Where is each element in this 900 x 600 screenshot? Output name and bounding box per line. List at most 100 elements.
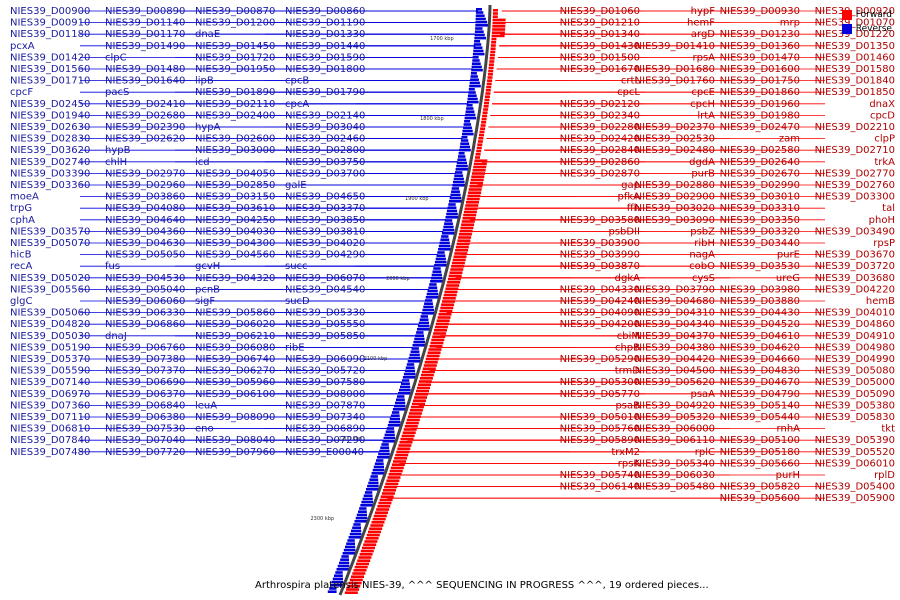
forward-gene-block <box>471 175 485 178</box>
reverse-gene-block <box>408 356 421 360</box>
reverse-gene-block <box>436 254 446 257</box>
reverse-gene-block <box>382 440 396 443</box>
scale-label: 2000 kbp <box>386 276 410 282</box>
forward-gene-block <box>371 521 385 524</box>
reverse-gene-label: NIES39_D01490 <box>105 41 185 52</box>
reverse-gene-label: gcvH <box>195 261 220 272</box>
reverse-gene-block <box>411 347 419 350</box>
forward-gene-block <box>490 47 496 50</box>
reverse-gene-label: NIES39_D03150 <box>195 192 275 203</box>
forward-gene-label: NIES39_D05480 <box>635 482 715 493</box>
forward-gene-label: tkt <box>881 424 895 435</box>
reverse-gene-block <box>393 404 406 408</box>
forward-gene-block <box>353 569 367 572</box>
forward-gene-block <box>368 530 381 534</box>
reverse-gene-block <box>430 276 443 280</box>
forward-gene-label: NIES39_D01350 <box>815 41 895 52</box>
reverse-gene-block <box>437 251 445 254</box>
reverse-gene-block <box>472 56 479 59</box>
reverse-gene-label: NIES39_D05560 <box>10 284 90 295</box>
forward-gene-block <box>407 415 421 418</box>
reverse-gene-block <box>401 379 410 382</box>
forward-gene-block <box>463 210 477 214</box>
forward-gene-block <box>394 457 408 460</box>
forward-gene-label: NIES39_D02870 <box>560 168 640 179</box>
reverse-gene-block <box>462 132 474 136</box>
reverse-gene-block <box>474 30 484 33</box>
reverse-gene-label: NIES39_D03610 <box>195 203 275 214</box>
reverse-gene-label: NIES39_D01480 <box>105 64 185 75</box>
forward-gene-label: rpsK <box>618 458 641 469</box>
reverse-gene-label: NIES39_D01180 <box>10 29 90 40</box>
forward-gene-label: NIES39_D05770 <box>560 389 640 400</box>
reverse-gene-block <box>403 372 416 376</box>
reverse-gene-block <box>463 126 472 129</box>
reverse-gene-label: hypA <box>195 122 221 133</box>
reverse-gene-block <box>390 414 400 417</box>
reverse-gene-block <box>352 526 361 529</box>
forward-gene-label: NIES39_D05320 <box>635 412 715 423</box>
reverse-gene-label: NIES39_D05960 <box>195 377 275 388</box>
forward-gene-block <box>366 533 380 537</box>
reverse-gene-label: NIES39_D07360 <box>10 400 90 411</box>
forward-gene-block <box>476 146 482 150</box>
reverse-gene-label: NIES39_D00870 <box>195 6 275 17</box>
forward-gene-block <box>424 361 438 364</box>
reverse-gene-label: leuA <box>195 400 217 411</box>
forward-gene-block <box>384 485 398 489</box>
forward-gene-label: pfkA <box>618 192 641 203</box>
reverse-gene-label: NIES39_D02740 <box>10 157 90 168</box>
forward-gene-block <box>484 101 489 105</box>
forward-gene-block <box>387 476 401 479</box>
forward-gene-block <box>488 69 494 73</box>
reverse-gene-block <box>415 334 424 337</box>
forward-gene-block <box>480 124 486 127</box>
forward-gene-block <box>344 591 358 594</box>
forward-gene-block <box>491 41 497 44</box>
reverse-gene-label: NIES39_D05590 <box>10 366 90 377</box>
forward-gene-block <box>398 444 412 447</box>
reverse-gene-block <box>474 33 485 37</box>
reverse-gene-label: NIES39_D05060 <box>10 308 90 319</box>
forward-gene-label: NIES39_D04380 <box>635 342 715 353</box>
forward-gene-label: NIES39_D03320 <box>720 226 800 237</box>
reverse-gene-block <box>348 536 362 539</box>
forward-gene-block <box>418 383 431 386</box>
reverse-gene-block <box>453 180 465 184</box>
reverse-gene-label: NIES39_D02680 <box>105 110 185 121</box>
forward-gene-block <box>443 293 457 297</box>
forward-gene-block <box>475 153 481 156</box>
forward-gene-block <box>458 233 472 236</box>
reverse-gene-block <box>395 401 406 405</box>
reverse-gene-label: NIES39_D06690 <box>105 377 185 388</box>
forward-gene-block <box>489 60 495 63</box>
reverse-gene-label: NIES39_D06370 <box>105 389 185 400</box>
forward-gene-label: NIES39_D01360 <box>720 41 800 52</box>
forward-gene-block <box>492 15 498 18</box>
forward-gene-block <box>414 396 427 399</box>
reverse-gene-block <box>475 24 489 27</box>
reverse-gene-block <box>339 561 350 565</box>
reverse-gene-block <box>441 232 455 235</box>
reverse-gene-block <box>475 27 483 30</box>
reverse-gene-block <box>336 568 350 571</box>
forward-gene-block <box>409 409 423 412</box>
reverse-gene-block <box>341 555 349 558</box>
reverse-gene-label: NIES39_D06020 <box>195 319 275 330</box>
reverse-gene-block <box>458 152 465 155</box>
reverse-gene-label: pcnB <box>195 284 220 295</box>
forward-gene-label: NIES39_D06030 <box>635 470 715 481</box>
forward-gene-label: NIES39_D02480 <box>635 145 715 156</box>
forward-gene-block <box>487 79 493 82</box>
forward-gene-label: NIES39_D01470 <box>720 52 800 63</box>
reverse-gene-block <box>380 446 390 449</box>
reverse-gene-label: NIES39_D06890 <box>285 424 365 435</box>
forward-gene-block <box>473 162 487 166</box>
reverse-gene-block <box>424 302 433 305</box>
reverse-gene-block <box>416 331 424 334</box>
forward-gene-label: NIES39_D01500 <box>560 52 640 63</box>
reverse-gene-block <box>457 158 467 161</box>
forward-gene-label: NIES39_D05290 <box>560 354 640 365</box>
forward-gene-block <box>427 351 441 354</box>
